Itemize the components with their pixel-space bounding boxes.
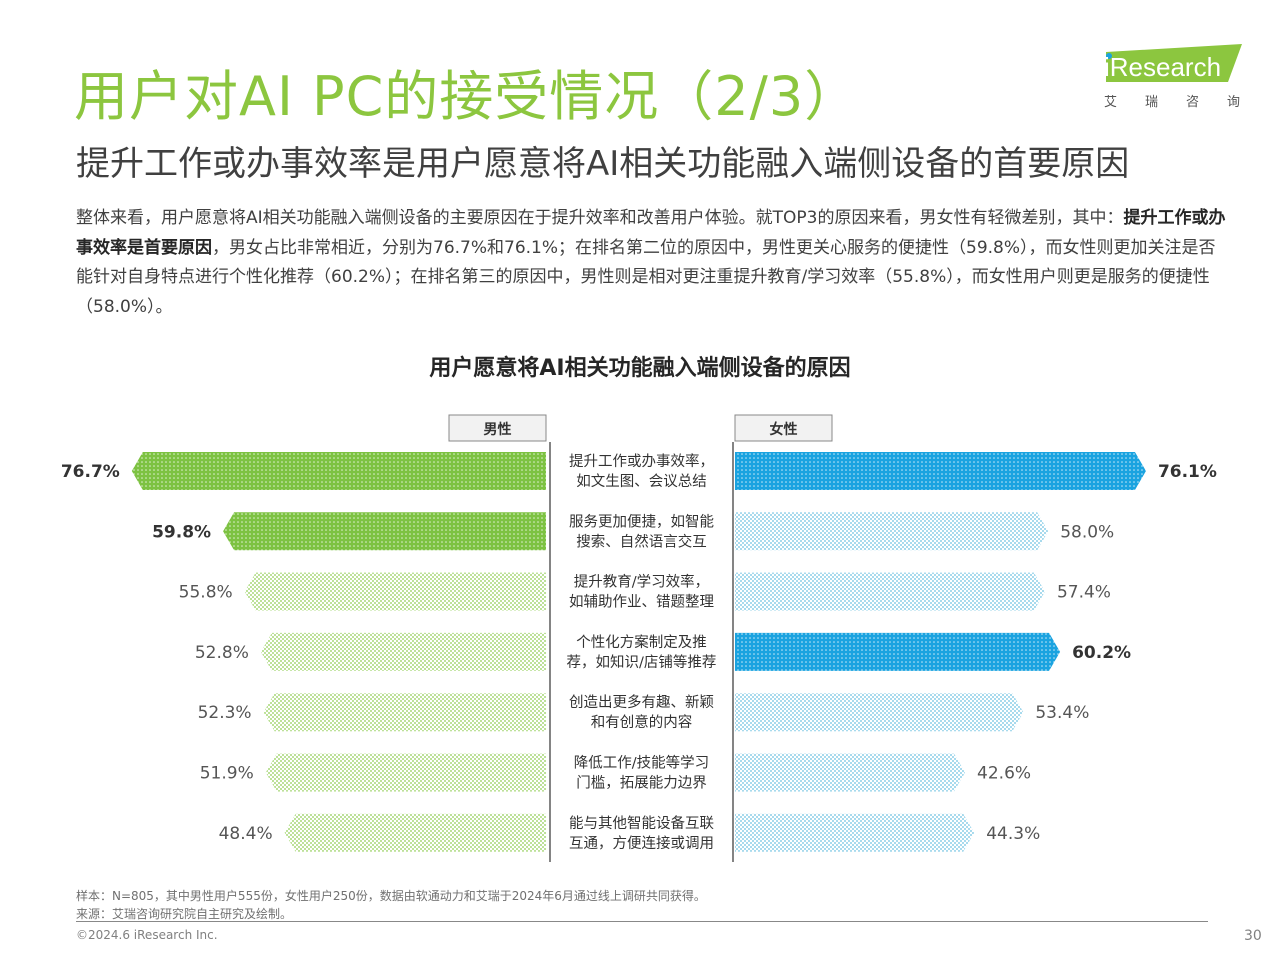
value-label-male: 51.9% — [200, 764, 254, 784]
legend-male-box — [448, 414, 547, 442]
intro-text-2: ，男女占比非常相近，分别为76.7%和76.1%；在排名第二位的原因中，男性更关… — [76, 237, 1216, 317]
category-label-line: 创造出更多有趣、新颖 — [569, 694, 714, 711]
value-label-female: 53.4% — [1035, 703, 1089, 723]
bar-female — [735, 452, 1146, 490]
value-label-male: 52.3% — [198, 703, 252, 723]
bar-male — [284, 813, 546, 852]
value-label-male: 59.8% — [152, 522, 211, 542]
value-label-female: 57.4% — [1057, 583, 1111, 603]
bar-female — [735, 632, 1061, 671]
category-label-line: 如文生图、会议总结 — [576, 473, 707, 490]
value-label-female: 44.3% — [986, 824, 1040, 844]
category-label-line: 降低工作/技能等学习 — [574, 754, 709, 772]
category-label-line: 如辅助作业、错题整理 — [569, 594, 714, 611]
bar-male — [131, 452, 546, 490]
iresearch-logo: iResearch 艾 瑞 咨 询 — [1104, 44, 1242, 110]
value-label-male: 48.4% — [219, 824, 273, 844]
category-label-line: 提升教育/学习效率， — [574, 574, 709, 591]
sample-note: 样本：N=805，其中男性用户555份，女性用户250份，数据由软通动力和艾瑞于… — [76, 889, 706, 903]
category-label-line: 搜索、自然语言交互 — [576, 532, 707, 550]
bar-female — [735, 512, 1049, 551]
bar-male — [244, 572, 546, 611]
copyright: ©2024.6 iResearch Inc. — [76, 928, 218, 942]
bar-female — [735, 813, 975, 852]
value-label-male: 76.7% — [61, 462, 120, 482]
chart-title: 用户愿意将AI相关功能融入端侧设备的原因 — [429, 356, 851, 381]
bar-female — [735, 572, 1045, 611]
bar-male — [263, 693, 546, 732]
page-number: 30 — [1244, 928, 1262, 944]
category-label-line: 能与其他智能设备互联 — [569, 815, 714, 832]
value-label-female: 58.0% — [1060, 522, 1114, 542]
logo-brand-text: iResearch — [1104, 52, 1221, 82]
legend-female-box — [734, 414, 833, 442]
value-label-female: 60.2% — [1072, 643, 1131, 663]
footer-divider — [76, 921, 1208, 922]
logo-dot — [1106, 53, 1112, 59]
value-label-male: 55.8% — [179, 583, 233, 603]
category-label-line: 个性化方案制定及推 — [576, 633, 707, 651]
intro-text-1: 整体来看，用户愿意将AI相关功能融入端侧设备的主要原因在于提升效率和改善用户体验… — [76, 208, 1124, 228]
value-label-female: 76.1% — [1158, 462, 1217, 482]
bar-male — [223, 512, 546, 551]
intro-bold: 提升工作或办事效率是首要原因 — [76, 208, 1226, 258]
category-label-line: 互通，方便连接或调用 — [569, 835, 714, 852]
source-note: 来源：艾瑞咨询研究院自主研究及绘制。 — [76, 907, 293, 921]
category-label-line: 服务更加便捷，如智能 — [569, 513, 714, 530]
value-label-male: 52.8% — [195, 643, 249, 663]
category-label-line: 门槛，拓展能力边界 — [576, 775, 707, 792]
bar-male — [265, 753, 546, 792]
page-title: 用户对AI PC的接受情况（2/3） — [74, 65, 860, 128]
bar-female — [735, 693, 1024, 732]
value-label-female: 42.6% — [977, 764, 1031, 784]
page-subtitle: 提升工作或办事效率是用户愿意将AI相关功能融入端侧设备的首要原因 — [76, 144, 1130, 184]
logo-banner — [1106, 44, 1242, 82]
butterfly-bar-chart: 男性 女性 76.7% 76.1% 提升工作或办事效率， 如文生图、会议总结 59.8% 58… — [61, 414, 1217, 862]
category-label-line: 提升工作或办事效率， — [569, 453, 714, 470]
legend-female-label: 女性 — [770, 421, 798, 438]
bar-female — [735, 753, 966, 792]
category-label-line: 和有创意的内容 — [591, 713, 693, 731]
bar-male — [260, 632, 546, 671]
intro-paragraph: 整体来看，用户愿意将AI相关功能融入端侧设备的主要原因在于提升效率和改善用户体验… — [76, 204, 1226, 322]
category-label-line: 荐，如知识/店铺等推荐 — [567, 653, 717, 671]
legend-male-label: 男性 — [484, 421, 512, 438]
logo-tagline: 艾 瑞 咨 询 — [1104, 95, 1240, 110]
